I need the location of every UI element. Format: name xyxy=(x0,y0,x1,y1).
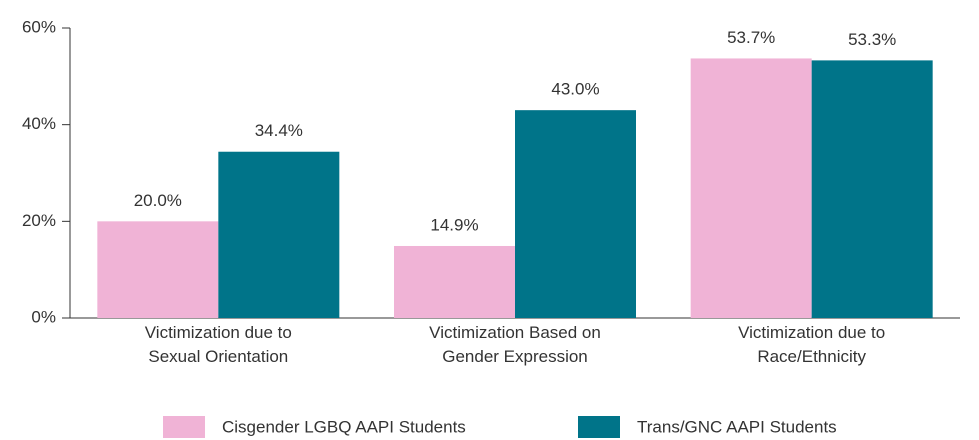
x-tick-label: Victimization due to Race/Ethnicity xyxy=(738,323,885,366)
value-label: 14.9% xyxy=(430,215,478,234)
value-label: 53.3% xyxy=(848,30,896,49)
bar xyxy=(97,221,219,318)
value-label: 34.4% xyxy=(255,121,303,140)
x-tick-line: Race/Ethnicity xyxy=(757,347,866,366)
x-tick-label: Victimization due to Sexual Orientation xyxy=(145,323,292,366)
x-tick-line: Sexual Orientation xyxy=(148,347,288,366)
legend-swatch xyxy=(578,416,620,438)
bar xyxy=(690,58,812,318)
legend-label: Trans/GNC AAPI Students xyxy=(637,417,837,436)
x-tick-line: Gender Expression xyxy=(442,347,588,366)
bar xyxy=(811,60,933,319)
legend-swatch xyxy=(163,416,205,438)
value-label: 43.0% xyxy=(551,80,599,99)
value-label: 20.0% xyxy=(134,191,182,210)
x-tick-line: Victimization due to xyxy=(145,323,292,342)
y-tick-label: 60% xyxy=(22,17,56,36)
bar xyxy=(394,245,515,318)
bar xyxy=(218,151,340,318)
y-tick-label: 20% xyxy=(22,211,56,230)
value-label: 53.7% xyxy=(727,28,775,47)
legend-label: Cisgender LGBQ AAPI Students xyxy=(222,417,466,436)
y-tick-label: 0% xyxy=(31,307,56,326)
x-tick-line: Victimization Based on xyxy=(429,323,601,342)
x-tick-label: Victimization Based on Gender Expression xyxy=(429,323,601,366)
y-tick-label: 40% xyxy=(22,114,56,133)
x-tick-line: Victimization due to xyxy=(738,323,885,342)
bar xyxy=(515,110,636,319)
